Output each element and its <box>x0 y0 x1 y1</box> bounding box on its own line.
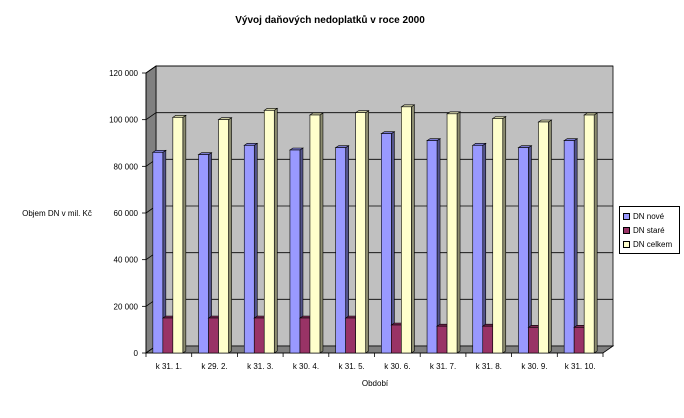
bar-dn-nove <box>518 147 529 354</box>
y-tick-label: 120 000 <box>109 69 138 78</box>
bar-dn-stare <box>162 317 174 354</box>
bar-dn-nove-side <box>482 142 487 354</box>
y-tick-label: 60 000 <box>114 209 139 218</box>
legend-swatch-dn-nove <box>623 212 630 220</box>
bar-dn-celkem-side <box>365 110 369 354</box>
bar-dn-celkem-side <box>502 115 507 354</box>
bar-dn-nove <box>198 154 209 354</box>
bar-dn-celkem <box>538 121 549 354</box>
chart-title: Vývoj daňových nedoplatků v roce 2000 <box>235 14 425 26</box>
bar-dn-celkem <box>492 118 504 354</box>
bar-dn-nove <box>426 140 438 354</box>
bar-dn-stare <box>436 325 448 354</box>
gridline-diagonal <box>145 112 157 120</box>
bar-dn-stare <box>391 324 402 354</box>
bar-dn-stare <box>482 325 494 354</box>
legend-label-dn-nove: DN nové <box>633 211 665 221</box>
bar-dn-celkem <box>446 113 458 354</box>
bar-dn-nove <box>563 140 575 354</box>
bar-dn-nove <box>152 152 164 354</box>
legend-swatch-dn-celkem <box>623 240 630 248</box>
bar-dn-celkem-side <box>456 111 461 354</box>
legend-item-dn-nove: DN nové <box>623 209 676 223</box>
x-tick-label: k 29. 2. <box>201 362 227 371</box>
bar-dn-celkem-side <box>593 112 598 354</box>
x-tick-label: k 31. 10. <box>565 362 596 371</box>
y-axis-label: Objem DN v mil. Kč <box>22 209 92 218</box>
x-tick-label: k 30. 4. <box>293 362 319 371</box>
legend-label-dn-stare: DN staré <box>633 225 665 235</box>
bar-dn-stare <box>573 327 585 354</box>
bar-dn-nove <box>335 147 346 354</box>
bar-dn-stare <box>345 317 356 354</box>
x-tick-label: k 31. 1. <box>156 362 182 371</box>
bar-dn-celkem-side <box>182 114 187 354</box>
bar-dn-nove <box>243 145 255 354</box>
bar-dn-nove-side <box>528 145 532 354</box>
bar-dn-stare <box>253 317 265 354</box>
y-tick-label: 20 000 <box>114 302 139 311</box>
bar-dn-stare <box>299 317 311 354</box>
bar-dn-nove-side <box>436 138 441 354</box>
x-tick-label: k 31. 5. <box>339 362 365 371</box>
bar-dn-celkem <box>583 114 595 354</box>
bar-dn-nove <box>289 149 301 354</box>
bar-dn-celkem <box>172 117 184 354</box>
legend-label-dn-celkem: DN celkem <box>633 239 673 249</box>
bar-dn-celkem <box>218 119 229 354</box>
bar-dn-stare <box>528 327 539 354</box>
bar-dn-celkem <box>355 112 366 354</box>
bar-dn-celkem-side <box>548 119 552 354</box>
legend: DN nové DN staré DN celkem <box>619 206 680 254</box>
bar-dn-celkem <box>263 110 275 354</box>
x-axis-label: Období <box>362 379 389 388</box>
y-tick-label: 0 <box>134 349 139 358</box>
bar-dn-nove <box>381 133 392 354</box>
legend-item-dn-celkem: DN celkem <box>623 237 676 251</box>
x-tick-label: k 31. 8. <box>476 362 502 371</box>
legend-item-dn-stare: DN staré <box>623 223 676 237</box>
x-tick-label: k 31. 3. <box>247 362 273 371</box>
bar-dn-celkem-side <box>411 104 415 354</box>
y-tick-label: 40 000 <box>114 256 139 265</box>
x-tick-label: k 31. 7. <box>430 362 456 371</box>
bar-dn-celkem <box>401 106 412 354</box>
bar-dn-stare <box>208 317 219 354</box>
bar-dn-celkem <box>309 114 321 354</box>
legend-swatch-dn-stare <box>623 226 630 234</box>
x-tick-label: k 30. 9. <box>521 362 547 371</box>
gridline-diagonal <box>145 65 157 74</box>
bar-dn-nove-side <box>573 138 578 354</box>
x-tick-label: k 30. 6. <box>384 362 410 371</box>
y-tick-label: 80 000 <box>114 162 139 171</box>
bar-dn-nove <box>472 145 484 354</box>
bar-dn-nove-side <box>391 131 395 354</box>
plot-area: 0 20 000 40 000 60 000 80 000 100 000 120 000 k… <box>109 65 615 371</box>
bar-dn-celkem-side <box>319 112 324 354</box>
bar-dn-celkem-side <box>228 117 232 354</box>
y-tick-label: 100 000 <box>109 116 138 125</box>
bar-dn-celkem-side <box>273 107 278 354</box>
